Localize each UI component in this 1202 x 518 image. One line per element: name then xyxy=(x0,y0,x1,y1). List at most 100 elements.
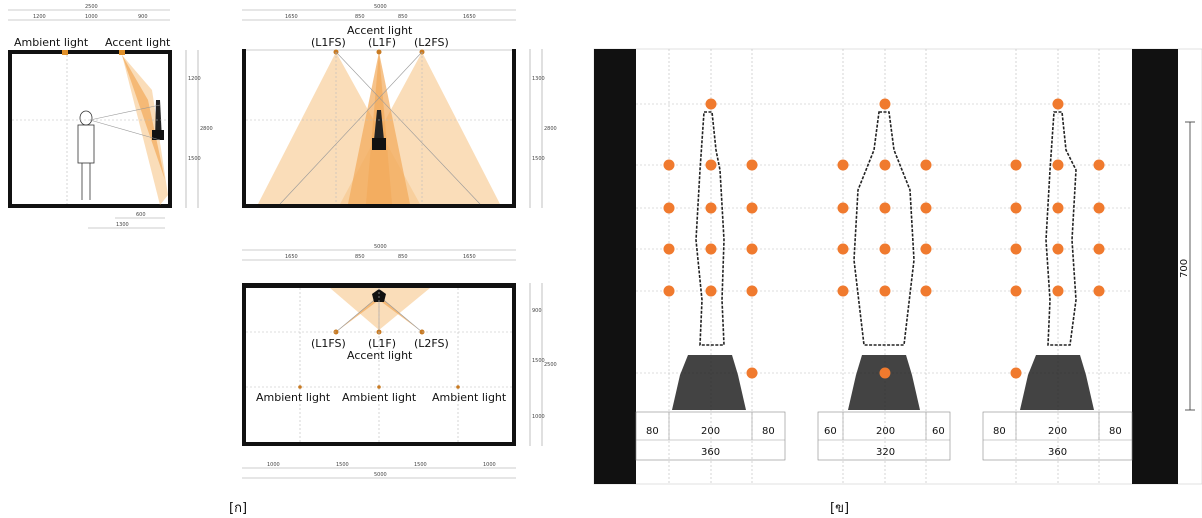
base-right-mid: 200 xyxy=(1048,426,1067,437)
elev-dim-h1: 1300 xyxy=(532,76,545,82)
plan-dim-h1: 900 xyxy=(532,308,542,314)
light-point xyxy=(1052,202,1064,214)
plan-ambient-3: Ambient light xyxy=(432,391,507,404)
light-point xyxy=(920,243,932,255)
caption-b: [ข] xyxy=(830,501,849,516)
plan-bottom-dim-1: 1000 xyxy=(267,462,280,468)
light-point xyxy=(879,98,891,110)
plan-bottom-dim-2: 1500 xyxy=(336,462,349,468)
light-point xyxy=(1010,285,1022,297)
plan-dim-total: 5000 xyxy=(374,244,387,250)
elev-dim-3: 850 xyxy=(398,14,408,20)
section-drawing: 2500 1200 1000 900 Ambient light Accent … xyxy=(8,4,213,229)
light-point xyxy=(705,243,717,255)
light-point xyxy=(837,285,849,297)
light-point xyxy=(879,243,891,255)
elev-accent-title: Accent light xyxy=(347,24,413,37)
elevation-drawing: 5000 1650 850 850 1650 Accent light (L1F… xyxy=(242,4,557,208)
light-point xyxy=(1052,285,1064,297)
elev-fixture-l1f: (L1F) xyxy=(368,36,396,49)
light-point xyxy=(879,202,891,214)
section-dim-b1: 600 xyxy=(136,212,146,218)
light-point xyxy=(663,159,675,171)
light-point xyxy=(1093,159,1105,171)
light-point xyxy=(663,202,675,214)
base-right-r: 80 xyxy=(1109,426,1122,437)
elev-dim-1: 1650 xyxy=(285,14,298,20)
elev-fixture-l1fs: (L1FS) xyxy=(311,36,346,49)
plan-fixture-l1f: (L1F) xyxy=(368,337,396,350)
light-point xyxy=(1093,285,1105,297)
plan-bottom-dim-3: 1500 xyxy=(414,462,427,468)
light-point xyxy=(920,202,932,214)
base-left-total: 360 xyxy=(701,447,720,458)
light-points xyxy=(663,98,1105,379)
plan-drawing: 5000 1650 850 850 1650 (L1FS) (L1F) (L2F… xyxy=(242,244,557,479)
plan-accent-label: Accent light xyxy=(347,349,413,362)
light-point xyxy=(663,285,675,297)
light-point xyxy=(920,159,932,171)
statue-center xyxy=(848,111,920,410)
light-point xyxy=(837,202,849,214)
plan-dim-h3: 1000 xyxy=(532,414,545,420)
plan-dim-1: 1650 xyxy=(285,254,298,260)
section-dim-2: 1000 xyxy=(85,14,98,20)
plan-dim-h2: 1500 xyxy=(532,358,545,364)
light-point xyxy=(1010,367,1022,379)
plan-ambient-2: Ambient light xyxy=(342,391,417,404)
elev-dim-2: 850 xyxy=(355,14,365,20)
elev-dim-4: 1650 xyxy=(463,14,476,20)
base-left-mid: 200 xyxy=(701,426,720,437)
light-point xyxy=(920,285,932,297)
plan-fixture-l1fs: (L1FS) xyxy=(311,337,346,350)
left-wall xyxy=(594,49,636,484)
base-left-l: 80 xyxy=(646,426,659,437)
plan-ambient-1: Ambient light xyxy=(256,391,331,404)
light-point xyxy=(1010,243,1022,255)
light-point xyxy=(1052,98,1064,110)
base-center-l: 60 xyxy=(824,426,837,437)
base-center-mid: 200 xyxy=(876,426,895,437)
elev-fixture-l2fs: (L2FS) xyxy=(414,36,449,49)
light-point xyxy=(1093,202,1105,214)
light-point xyxy=(663,243,675,255)
light-point xyxy=(746,159,758,171)
base-dims-right: 80 200 80 360 xyxy=(982,411,1133,461)
base-dims-left: 80 200 80 360 xyxy=(635,411,786,461)
statue-elevation-panel: 80 200 80 360 60 200 60 320 80 200 80 36… xyxy=(593,48,1202,485)
light-point xyxy=(746,243,758,255)
base-right-l: 80 xyxy=(993,426,1006,437)
plan-dim-4: 1650 xyxy=(463,254,476,260)
plan-bottom-dim-4: 1000 xyxy=(483,462,496,468)
light-point xyxy=(837,243,849,255)
section-dim-1: 1200 xyxy=(33,14,46,20)
light-point xyxy=(1052,243,1064,255)
light-point xyxy=(746,202,758,214)
light-point xyxy=(837,159,849,171)
base-center-r: 60 xyxy=(932,426,945,437)
section-dim-htot: 2800 xyxy=(200,126,213,132)
elev-dim-htot: 2800 xyxy=(544,126,557,132)
statue-right xyxy=(1020,111,1094,410)
light-point xyxy=(1052,159,1064,171)
statue-left xyxy=(672,111,746,410)
plan-dim-htot: 2500 xyxy=(544,362,557,368)
section-dim-h1: 1200 xyxy=(188,76,201,82)
plan-bottom-dim-total: 5000 xyxy=(374,472,387,478)
light-point xyxy=(746,367,758,379)
section-dim-b2: 1300 xyxy=(116,222,129,228)
light-point xyxy=(705,285,717,297)
light-point xyxy=(879,367,891,379)
section-dim-total: 2500 xyxy=(85,4,98,10)
height-dim-700: 700 xyxy=(1179,259,1190,278)
caption-a: [ก] xyxy=(229,501,247,516)
base-center-total: 320 xyxy=(876,447,895,458)
base-dims-center: 60 200 60 320 xyxy=(817,411,951,461)
section-dim-3: 900 xyxy=(138,14,148,20)
light-point xyxy=(705,159,717,171)
section-ambient-label: Ambient light xyxy=(14,36,89,49)
section-dim-h2: 1500 xyxy=(188,156,201,162)
light-point xyxy=(1093,243,1105,255)
elev-dim-h2: 1500 xyxy=(532,156,545,162)
